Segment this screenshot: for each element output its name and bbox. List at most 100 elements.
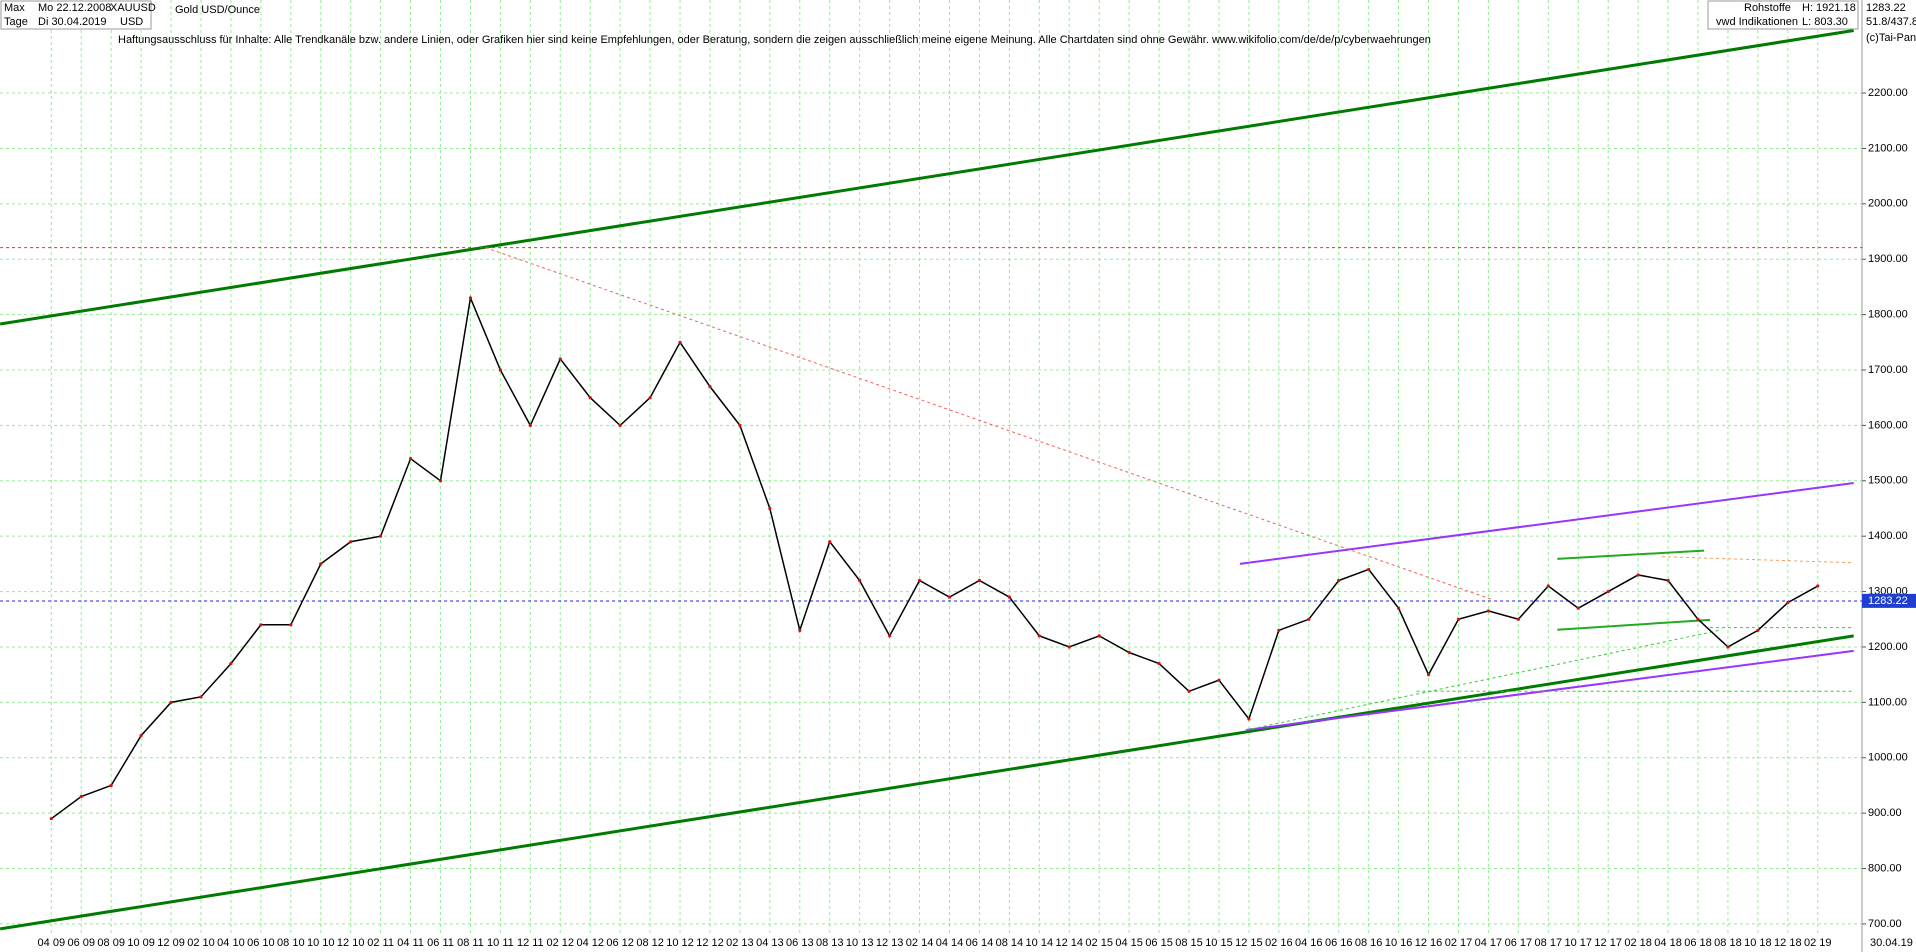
price-point (917, 578, 922, 583)
x-tick-label: 04 14 (936, 937, 964, 949)
x-tick-label: 06 10 (247, 937, 275, 949)
price-point (49, 817, 53, 821)
x-tick-label: 12 18 (1774, 937, 1802, 949)
y-tick-label: 1700.00 (1868, 364, 1908, 376)
y-tick-label: 1200.00 (1868, 641, 1908, 653)
high: H: 1921.18 (1802, 2, 1856, 14)
x-tick-label: 06 13 (786, 937, 814, 949)
trend-line (0, 634, 1854, 931)
x-tick-label: 10 11 (487, 937, 514, 949)
price-point (588, 396, 592, 400)
x-tick-label: 10 17 (1564, 937, 1592, 949)
price-point (1187, 689, 1191, 693)
price-point (888, 634, 892, 638)
x-tick-label: 02 16 (1265, 937, 1293, 949)
y-tick-label: 1000.00 (1868, 752, 1908, 764)
x-tick-label: 02 18 (1624, 937, 1652, 949)
period[interactable]: Max (4, 2, 25, 14)
x-tick-label: 10 14 (1026, 937, 1054, 949)
x-tick-label: 02 19 (1804, 937, 1832, 949)
x-tick-label: 04 10 (217, 937, 245, 949)
price-point (289, 623, 293, 627)
price-point (1247, 717, 1251, 721)
x-tick-label: 06 18 (1684, 937, 1712, 949)
price-point (1546, 584, 1550, 588)
price-point (139, 733, 143, 738)
price-point (858, 578, 862, 583)
price-point (648, 396, 652, 400)
x-tick-label: 10 13 (846, 937, 874, 949)
y-tick-label: 800.00 (1868, 862, 1902, 874)
price-point (828, 540, 832, 544)
trend-line (485, 247, 1492, 600)
price-point (1606, 589, 1610, 594)
y-tick-label: 1900.00 (1868, 253, 1908, 265)
source: vwd Indikationen (1716, 16, 1798, 28)
x-tick-label: 10 18 (1744, 937, 1772, 949)
x-tick-label: 08 10 (277, 937, 305, 949)
price-point (768, 506, 772, 511)
price-point (947, 595, 952, 599)
price-point (528, 423, 532, 428)
x-tick-label: 08 14 (996, 937, 1024, 949)
x-tick-label: 12 15 (1235, 937, 1263, 949)
x-tick-label: 10 09 (127, 937, 155, 949)
price-point (618, 423, 622, 428)
x-tick-label: 06 16 (1325, 937, 1353, 949)
x-tick-label: 06 14 (966, 937, 994, 949)
x-tick-label: 08 11 (457, 937, 484, 949)
price-point (678, 340, 682, 344)
x-tick-label: 04 09 (38, 937, 66, 949)
trend-line (1557, 618, 1711, 631)
trend-line (1662, 556, 1854, 564)
x-tick-label: 02 11 (367, 937, 394, 949)
end-date-short: 30.04.19 (1870, 937, 1913, 949)
x-tick-label: 08 09 (97, 937, 125, 949)
price-point (1786, 601, 1790, 605)
x-tick-label: 10 12 (666, 937, 694, 949)
x-tick-label: 02 15 (1085, 937, 1113, 949)
price-point (229, 661, 233, 666)
trend-line (0, 28, 1854, 326)
price-point (1067, 645, 1071, 649)
price-point (708, 385, 712, 389)
symbol: XAUUSD (110, 2, 156, 14)
low: L: 803.30 (1802, 16, 1848, 28)
trend-line (1245, 649, 1854, 732)
x-tick-label: 04 12 (576, 937, 604, 949)
price-point (1756, 628, 1760, 632)
price-point (738, 423, 742, 428)
price-point (379, 534, 383, 538)
x-tick-label: 08 16 (1355, 937, 1383, 949)
info-box (0, 0, 152, 30)
interval[interactable]: Tage (4, 16, 28, 28)
price-point (169, 700, 173, 704)
disclaimer: Haftungsausschluss für Inhalte: Alle Tre… (118, 34, 1431, 46)
price-point (468, 296, 473, 300)
price-point (1486, 609, 1491, 613)
price-point (1337, 578, 1341, 583)
copyright: (c)Tai-Pan (1866, 32, 1916, 44)
price-point (109, 783, 113, 788)
x-tick-label: 02 17 (1445, 937, 1473, 949)
x-tick-label: 12 09 (157, 937, 185, 949)
price-point (1157, 661, 1161, 666)
price-point (1576, 606, 1580, 610)
x-tick-label: 02 13 (726, 937, 754, 949)
group: Rohstoffe (1744, 2, 1791, 14)
y-tick-label: 900.00 (1868, 807, 1902, 819)
price-point (1726, 645, 1730, 649)
y-tick-label: 1600.00 (1868, 419, 1908, 431)
x-tick-label: 08 13 (816, 937, 844, 949)
x-tick-label: 12 14 (1055, 937, 1083, 949)
x-tick-label: 12 12 (696, 937, 724, 949)
x-tick-label: 04 15 (1115, 937, 1143, 949)
price-point (558, 357, 562, 361)
x-tick-label: 04 13 (756, 937, 784, 949)
x-tick-label: 12 17 (1594, 937, 1622, 949)
price-point (319, 562, 323, 566)
ratio: 51.8/437.8 (1866, 16, 1916, 28)
last-price: 1283.22 (1866, 2, 1906, 14)
